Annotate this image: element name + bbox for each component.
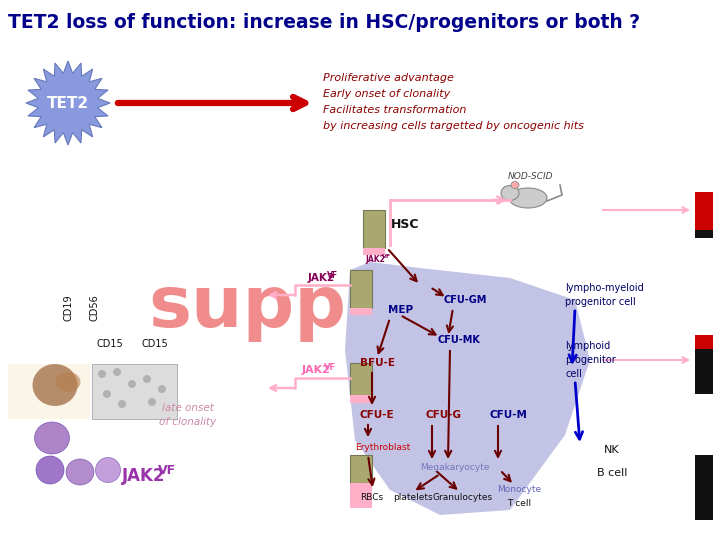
- Text: VF: VF: [327, 271, 338, 280]
- Bar: [92, 364, 177, 419]
- Text: JAK2: JAK2: [302, 365, 331, 375]
- Text: platelets: platelets: [393, 492, 433, 502]
- Text: CFU-M: CFU-M: [490, 410, 528, 420]
- Text: BFU-E: BFU-E: [360, 358, 395, 368]
- Text: JAK2: JAK2: [122, 467, 166, 485]
- Bar: [363, 210, 385, 248]
- Text: Facilitates transformation: Facilitates transformation: [323, 105, 467, 115]
- Bar: [695, 192, 713, 232]
- Text: NOD-SCID: NOD-SCID: [508, 172, 553, 181]
- Text: Early onset of clonality: Early onset of clonality: [323, 89, 450, 99]
- Ellipse shape: [35, 422, 70, 454]
- Text: by increasing cells targetted by oncogenic hits: by increasing cells targetted by oncogen…: [323, 121, 584, 131]
- Text: CFU-G: CFU-G: [426, 410, 462, 420]
- Text: VF: VF: [382, 254, 391, 260]
- Ellipse shape: [511, 181, 519, 188]
- Text: CD15: CD15: [142, 339, 168, 349]
- Text: RBCs: RBCs: [361, 492, 384, 502]
- Circle shape: [118, 400, 126, 408]
- Text: supp: supp: [148, 273, 346, 342]
- Circle shape: [113, 368, 121, 376]
- Text: MEP: MEP: [388, 305, 413, 315]
- Ellipse shape: [32, 364, 78, 406]
- Text: CD56: CD56: [89, 295, 99, 321]
- Text: VF: VF: [324, 362, 336, 372]
- Bar: [8, 364, 90, 419]
- Text: T cell: T cell: [507, 500, 531, 509]
- Ellipse shape: [501, 186, 519, 200]
- Circle shape: [158, 385, 166, 393]
- Text: JAK2: JAK2: [308, 273, 335, 283]
- Bar: [350, 395, 372, 403]
- Text: NK: NK: [604, 445, 620, 455]
- Text: CFU-E: CFU-E: [360, 410, 395, 420]
- Bar: [695, 335, 713, 349]
- Text: Proliferative advantage: Proliferative advantage: [323, 73, 454, 83]
- Bar: [695, 455, 713, 520]
- Text: B cell: B cell: [597, 468, 627, 478]
- Text: JAK2: JAK2: [365, 255, 385, 265]
- Text: HSC: HSC: [391, 219, 420, 232]
- Bar: [350, 483, 372, 508]
- Text: Erythroblast: Erythroblast: [355, 442, 410, 451]
- Bar: [695, 349, 713, 394]
- Ellipse shape: [66, 459, 94, 485]
- Text: late onset
of clonality: late onset of clonality: [159, 403, 217, 427]
- Bar: [350, 270, 372, 308]
- Bar: [350, 455, 372, 483]
- Circle shape: [128, 380, 136, 388]
- Text: TET2 loss of function: increase in HSC/progenitors or both ?: TET2 loss of function: increase in HSC/p…: [8, 12, 640, 31]
- Ellipse shape: [36, 456, 64, 484]
- Text: VF: VF: [158, 463, 176, 476]
- Text: lympho-myeloid
progenitor cell: lympho-myeloid progenitor cell: [565, 283, 644, 307]
- Text: CD19: CD19: [63, 295, 73, 321]
- Circle shape: [148, 398, 156, 406]
- Circle shape: [98, 370, 106, 378]
- Ellipse shape: [509, 188, 547, 208]
- Text: CFU-MK: CFU-MK: [437, 335, 480, 345]
- Circle shape: [103, 390, 111, 398]
- Text: Monocyte: Monocyte: [497, 485, 541, 495]
- Bar: [695, 230, 713, 238]
- Bar: [350, 363, 372, 395]
- Polygon shape: [26, 61, 110, 145]
- Ellipse shape: [96, 457, 120, 483]
- Circle shape: [143, 375, 151, 383]
- Text: CFU-GM: CFU-GM: [443, 295, 487, 305]
- Text: CD15: CD15: [96, 339, 123, 349]
- Text: TET2: TET2: [47, 96, 89, 111]
- Bar: [363, 248, 385, 255]
- Bar: [350, 308, 372, 315]
- Text: Granulocytes: Granulocytes: [433, 492, 493, 502]
- Polygon shape: [345, 262, 590, 515]
- Ellipse shape: [55, 372, 81, 392]
- Text: lymphoid
progenitor
cell: lymphoid progenitor cell: [565, 341, 616, 379]
- Text: Megakaryocyte: Megakaryocyte: [420, 462, 490, 471]
